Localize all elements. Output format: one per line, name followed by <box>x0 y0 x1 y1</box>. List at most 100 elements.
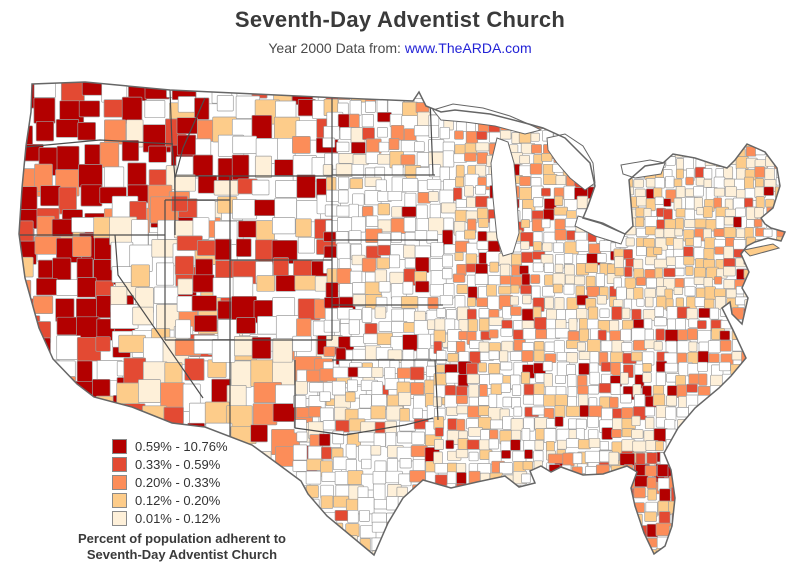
county-cell <box>623 249 633 260</box>
county-cell <box>743 408 756 422</box>
county-cell <box>554 297 565 310</box>
county-cell <box>417 333 432 351</box>
county-cell <box>733 451 744 465</box>
arda-link[interactable]: www.TheARDA.com <box>404 40 532 56</box>
county-cell <box>521 110 536 123</box>
county-cell <box>644 511 657 522</box>
county-cell <box>588 306 599 320</box>
county-cell <box>275 315 299 340</box>
county-cell <box>586 339 601 353</box>
county-cell <box>297 236 315 254</box>
county-cell <box>532 262 544 273</box>
county-cell <box>332 456 349 471</box>
county-cell <box>428 191 439 202</box>
county-cell <box>184 358 205 381</box>
county-cell <box>576 195 589 209</box>
county-cell <box>389 271 404 285</box>
county-cell <box>427 296 439 310</box>
legend-swatch-1 <box>112 438 127 454</box>
county-cell <box>476 130 488 140</box>
county-cell <box>175 319 191 339</box>
county-cell <box>686 85 696 95</box>
county-cell <box>774 87 785 99</box>
county-cell <box>530 274 541 284</box>
county-cell <box>512 450 527 463</box>
county-cell <box>682 486 697 502</box>
county-cell <box>646 277 657 289</box>
county-cell <box>688 427 702 440</box>
county-cell <box>351 216 366 233</box>
county-cell <box>554 471 564 482</box>
county-cell <box>685 266 694 276</box>
county-cell <box>543 485 559 495</box>
county-cell <box>764 168 775 182</box>
county-cell <box>575 418 587 430</box>
county-cell <box>478 439 490 451</box>
county-cell <box>542 242 553 252</box>
county-cell <box>725 128 738 139</box>
county-cell <box>654 196 664 205</box>
county-cell <box>399 458 412 469</box>
county-cell <box>642 237 655 248</box>
county-cell <box>578 362 590 375</box>
county-cell <box>713 138 726 147</box>
county-cell <box>714 276 723 285</box>
county-cell <box>72 399 96 420</box>
county-cell <box>295 380 308 395</box>
county-cell <box>370 405 386 420</box>
county-cell <box>724 108 734 118</box>
county-cell <box>567 396 577 408</box>
county-cell <box>361 206 374 217</box>
county-cell <box>447 353 459 363</box>
county-cell <box>579 328 590 342</box>
county-cell <box>680 510 697 522</box>
county-cell <box>642 372 652 383</box>
county-cell <box>673 237 684 250</box>
county-cell <box>773 147 782 158</box>
county-cell <box>562 500 573 512</box>
subtitle: Year 2000 Data from: www.TheARDA.com <box>0 40 800 56</box>
county-cell <box>347 509 359 524</box>
county-cell <box>694 88 709 99</box>
county-cell <box>609 163 619 177</box>
county-cell <box>611 486 628 503</box>
county-cell <box>694 137 706 151</box>
county-cell <box>688 451 698 461</box>
county-cell <box>775 288 784 301</box>
county-cell <box>772 259 784 268</box>
county-cell <box>743 338 756 353</box>
county-cell <box>576 87 589 99</box>
county-cell <box>549 490 560 504</box>
county-cell <box>400 154 416 166</box>
county-cell <box>468 451 479 462</box>
county-cell <box>596 142 609 157</box>
county-cell <box>521 473 531 484</box>
county-cell <box>723 147 732 158</box>
county-cell <box>776 208 785 220</box>
county-cell <box>742 471 756 484</box>
county-cell <box>609 88 619 102</box>
lake-huron-icon <box>546 133 596 191</box>
county-cell <box>741 395 754 405</box>
county-cell <box>455 449 469 459</box>
county-cell <box>544 86 555 98</box>
county-cell <box>510 306 522 316</box>
county-cell <box>653 95 665 108</box>
county-cell <box>333 537 351 555</box>
county-cell <box>138 379 161 403</box>
county-cell <box>601 485 616 499</box>
county-cell <box>554 327 570 339</box>
county-cell <box>478 318 490 332</box>
county-cell <box>454 209 468 223</box>
county-cell <box>489 373 504 386</box>
county-cell <box>765 266 775 279</box>
county-cell <box>519 154 530 165</box>
county-cell <box>335 231 349 245</box>
legend-row: 0.01% - 0.12% <box>112 509 228 527</box>
county-cell <box>254 155 272 178</box>
county-cell <box>564 100 580 111</box>
county-cell <box>566 364 576 376</box>
county-cell <box>775 249 785 258</box>
county-cell <box>720 430 732 444</box>
county-cell <box>703 168 713 180</box>
